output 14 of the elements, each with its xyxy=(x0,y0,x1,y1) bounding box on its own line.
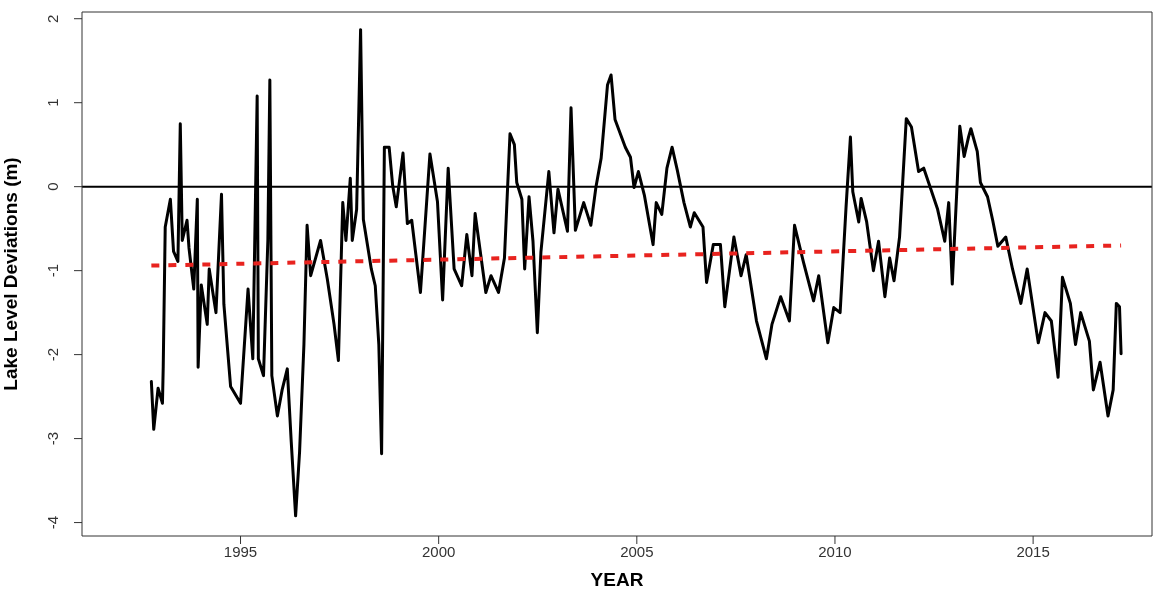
y-tick-label: 1 xyxy=(44,98,61,107)
y-tick-label: -1 xyxy=(44,263,61,278)
x-tick-label: 2015 xyxy=(1016,542,1050,560)
x-tick-label: 1995 xyxy=(223,542,258,560)
y-tick-label: -2 xyxy=(44,347,61,362)
y-tick-label: 0 xyxy=(44,182,61,191)
y-tick-label: 2 xyxy=(44,14,61,23)
y-axis-title: Lake Level Deviations (m) xyxy=(0,157,21,391)
x-tick-label: 2000 xyxy=(421,542,456,560)
y-tick-label: -3 xyxy=(44,431,61,446)
x-tick-label: 2005 xyxy=(620,542,654,560)
x-axis-title: YEAR xyxy=(590,569,644,590)
y-tick-label: -4 xyxy=(44,515,61,530)
x-tick-label: 2010 xyxy=(818,542,852,560)
